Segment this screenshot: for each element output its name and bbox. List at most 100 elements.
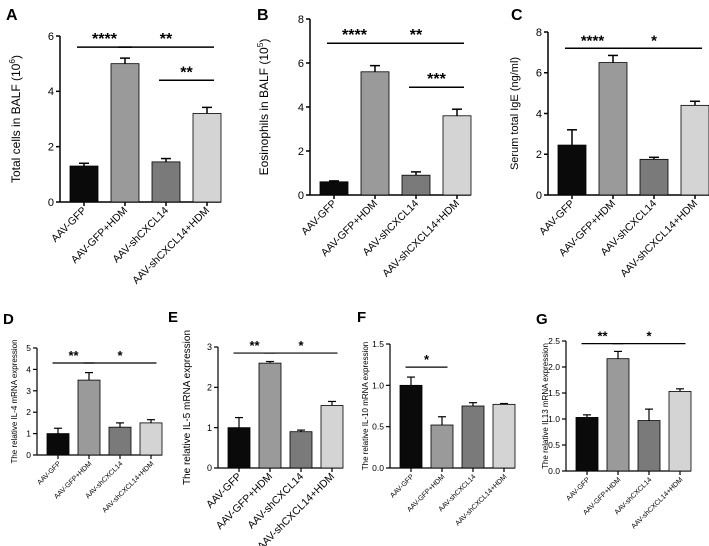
y-tick-label-e: 1 (207, 423, 212, 433)
y-tick-label-b: 6 (298, 58, 304, 70)
y-axis-label-text-g: The relative IL13 mRNA expression (541, 343, 550, 469)
significance-label-g-2: * (646, 329, 652, 344)
bar-d-1 (46, 433, 70, 456)
significance-label-a-3: ** (180, 64, 193, 81)
y-tick-label-b: 0 (298, 190, 304, 202)
bar-d-3 (108, 426, 132, 456)
y-tick-label-d: 0 (26, 450, 31, 460)
bar-f-2 (430, 424, 454, 469)
x-tick-label-g: AAV-GFP (565, 476, 591, 502)
y-tick-label-g: 1.5 (548, 388, 560, 398)
y-tick-label-a: 6 (48, 31, 54, 43)
y-tick-label-e: 0 (207, 463, 212, 473)
significance-label-c-2: * (651, 32, 657, 49)
bar-g-3 (637, 420, 661, 472)
bar-f-1 (399, 384, 423, 469)
bar-d-4 (139, 422, 163, 456)
bar-a-2 (110, 63, 140, 203)
panel-b: B 0 2 4 6 8 Eosinophils in BALF (105) AAV-GFP AA… (255, 7, 472, 280)
y-tick-label-a: 0 (48, 197, 54, 209)
y-tick-label-g: 2.5 (548, 336, 560, 346)
bar-b-1 (319, 181, 349, 196)
significance-label-f-1: * (424, 352, 430, 367)
y-axis-label-b: Eosinophils in BALF (105) (255, 39, 271, 176)
y-tick-label-a: 4 (48, 86, 54, 98)
y-axis-label-text-d: The relative IL-4 mRNA expression (10, 339, 19, 463)
significance-label-d-1: ** (68, 348, 79, 363)
bar-c-1 (557, 144, 587, 196)
y-axis-label-sup-a: 6 (7, 59, 17, 64)
x-tick-label-a: AAV-GFP (49, 205, 89, 245)
y-axis-label-g: The relative IL13 mRNA expression (541, 343, 550, 469)
panel-label-c: C (511, 7, 523, 24)
y-axis-label-c: Serum total IgE (ng/ml) (509, 57, 521, 170)
y-axis-label-text-e: The relative IL-5 mRNA expression (182, 330, 193, 485)
bar-f-3 (461, 405, 485, 469)
bar-b-2 (360, 71, 390, 196)
significance-label-g-1: ** (597, 329, 608, 344)
y-axis-label-end-b: ) (257, 39, 271, 43)
significance-label-e-2: * (298, 338, 304, 353)
y-tick-label-a: 2 (48, 142, 54, 154)
panel-label-e: E (168, 309, 178, 326)
significance-label-a-2: ** (160, 31, 173, 48)
significance-label-b-2: ** (410, 27, 423, 44)
panel-label-f: F (357, 309, 366, 326)
y-tick-label-f: 1.0 (372, 380, 384, 390)
y-axis-label-end-a: ) (9, 55, 23, 59)
y-tick-label-d: 5 (26, 343, 31, 353)
x-tick-label-b: AAV-shCXCL14+HDM (380, 198, 462, 280)
y-tick-label-b: 2 (298, 146, 304, 158)
significance-label-b-1: **** (342, 27, 368, 44)
significance-label-c-1: **** (581, 32, 605, 49)
bar-a-3 (151, 161, 181, 203)
bar-b-4 (442, 115, 472, 196)
significance-label-a-1: **** (92, 31, 118, 48)
x-tick-label-f: AAV-shCXCL14+HDM (454, 473, 508, 527)
y-tick-label-g: 2.0 (548, 362, 560, 372)
x-tick-label-c: AAV-shCXCL14+HDM (618, 198, 700, 280)
panel-label-d: D (3, 311, 14, 328)
bar-g-1 (575, 417, 599, 472)
y-tick-label-f: 0.0 (372, 463, 384, 473)
bar-b-3 (401, 174, 431, 196)
y-axis-label-e: The relative IL-5 mRNA expression (182, 330, 193, 485)
y-tick-label-c: 8 (536, 27, 542, 39)
bar-c-3 (639, 158, 669, 196)
bar-e-3 (289, 431, 313, 469)
significance-label-d-2: * (117, 348, 123, 363)
bar-g-2 (606, 358, 630, 472)
bar-g-4 (668, 391, 692, 472)
y-tick-label-d: 4 (26, 364, 31, 374)
y-tick-label-d: 3 (26, 386, 31, 396)
y-tick-label-e: 2 (207, 382, 212, 392)
y-tick-label-b: 4 (298, 102, 304, 114)
panel-d: D 0 1 2 3 4 5 The relative IL-4 mRNA expression… (3, 311, 163, 514)
bar-c-4 (680, 104, 709, 196)
y-axis-label-text-f: The relative IL-10 mRNA expression (361, 342, 370, 471)
x-tick-label-c: AAV-GFP (537, 198, 577, 238)
x-tick-label-g: AAV-shCXCL14+HDM (630, 476, 684, 530)
x-tick-label-d: AAV-GFP (36, 460, 62, 486)
bar-e-2 (258, 362, 282, 469)
panel-label-g: G (536, 311, 548, 328)
y-tick-label-g: 0.5 (548, 440, 560, 450)
y-tick-label-c: 6 (536, 68, 542, 80)
y-axis-label-d: The relative IL-4 mRNA expression (10, 339, 19, 463)
bar-a-4 (192, 113, 222, 203)
y-axis-label-text-a: Total cells in BALF (10 (9, 63, 23, 183)
significance-label-b-3: *** (427, 71, 446, 88)
x-tick-label-d: AAV-shCXCL14+HDM (101, 460, 155, 514)
bar-e-1 (227, 427, 251, 469)
y-tick-label-d: 2 (26, 407, 31, 417)
y-tick-label-b: 8 (298, 14, 304, 26)
x-tick-label-b: AAV-GFP (299, 198, 339, 238)
y-axis-label-text-c: Serum total IgE (ng/ml) (509, 57, 521, 170)
bar-f-4 (492, 403, 516, 469)
bar-c-2 (598, 62, 628, 196)
